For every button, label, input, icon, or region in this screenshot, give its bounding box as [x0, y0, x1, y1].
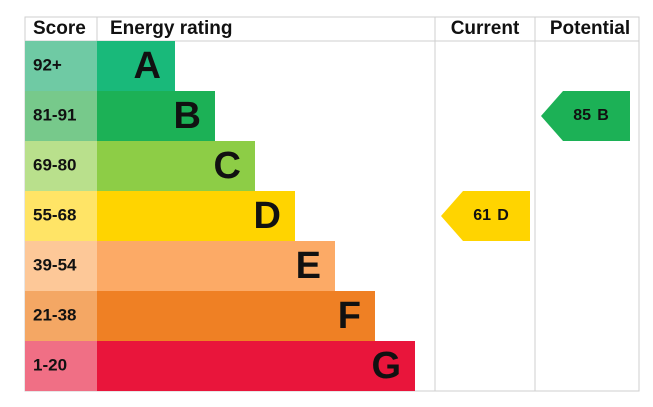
- rating-bar: [97, 41, 175, 91]
- score-cell: [25, 341, 97, 391]
- rating-letter: C: [214, 145, 241, 187]
- score-cell: [25, 191, 97, 241]
- rating-bar: [97, 241, 335, 291]
- score-cell: [25, 241, 97, 291]
- score-cell: [25, 141, 97, 191]
- rating-letter: B: [174, 95, 201, 137]
- score-range: 81-91: [33, 105, 76, 124]
- header-potential: Potential: [550, 18, 630, 39]
- rating-letter: F: [338, 295, 361, 337]
- score-range: 92+: [33, 55, 62, 74]
- current-arrow: [441, 191, 530, 241]
- current-value: 61: [473, 207, 491, 224]
- score-range: 39-54: [33, 255, 77, 274]
- rating-bar: [97, 91, 215, 141]
- header-current: Current: [451, 18, 520, 39]
- score-range: 55-68: [33, 205, 76, 224]
- potential-arrow: [541, 91, 630, 141]
- score-cell: [25, 91, 97, 141]
- score-cell: [25, 291, 97, 341]
- rating-letter: D: [254, 195, 281, 237]
- score-range: 1-20: [33, 355, 67, 374]
- score-range: 21-38: [33, 305, 76, 324]
- rating-letter: G: [371, 345, 401, 387]
- rating-bar: [97, 191, 295, 241]
- current-letter: D: [497, 207, 509, 224]
- header-score: Score: [33, 18, 86, 39]
- rating-letter: E: [296, 245, 321, 287]
- potential-letter: B: [597, 107, 609, 124]
- potential-value: 85: [573, 107, 591, 124]
- score-cell: [25, 41, 97, 91]
- rating-bar: [97, 291, 375, 341]
- header-rating: Energy rating: [110, 18, 232, 39]
- score-range: 69-80: [33, 155, 76, 174]
- rating-letter: A: [134, 45, 161, 87]
- rating-bar: [97, 341, 415, 391]
- rating-bar: [97, 141, 255, 191]
